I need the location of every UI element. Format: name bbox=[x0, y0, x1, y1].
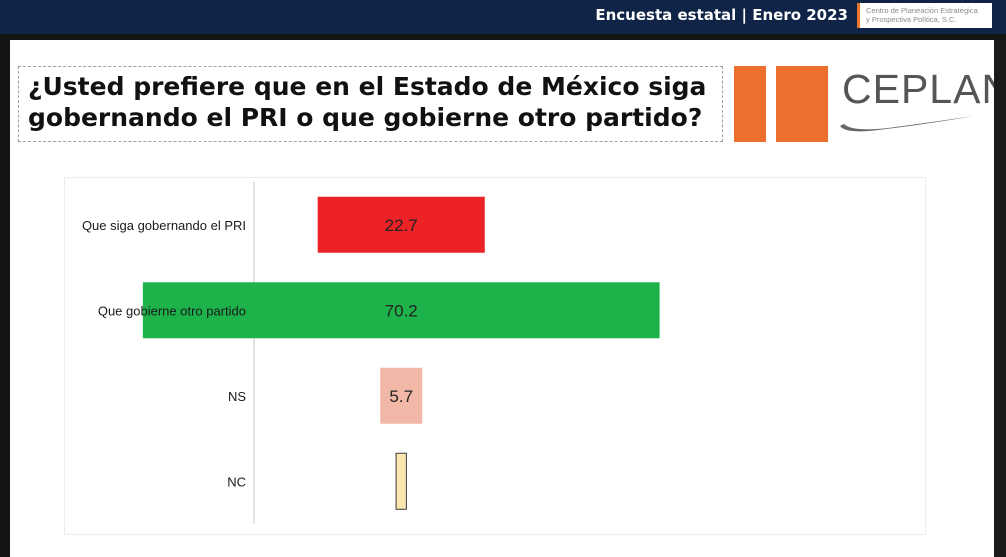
question-text: ¿Usted prefiere que en el Estado de Méxi… bbox=[28, 72, 707, 132]
category-label: Que gobierne otro partido bbox=[98, 303, 246, 318]
chart-panel: Que siga gobernando el PRI 22.7 Que gobier… bbox=[64, 177, 926, 535]
org-name-line2: y Prospectiva Política, S.C. bbox=[866, 15, 957, 24]
bar-2 bbox=[142, 282, 660, 339]
org-name-line1: Centro de Planeación Estratégica bbox=[866, 6, 978, 15]
bar-4 bbox=[395, 452, 407, 510]
bar-3 bbox=[380, 367, 423, 424]
survey-title: Encuesta estatal | Enero 2023 bbox=[595, 6, 848, 24]
logo-wordmark: CEPLAN bbox=[842, 66, 1006, 112]
category-label: NC bbox=[227, 474, 246, 489]
data-label: 5.7 bbox=[389, 387, 413, 406]
ceplan-logo: CEPLAN bbox=[734, 66, 1006, 146]
logo-swoosh-icon bbox=[840, 116, 974, 132]
top-banner: Encuesta estatal | Enero 2023 Centro de … bbox=[0, 0, 1006, 34]
organization-box: Centro de Planeación Estratégica y Prosp… bbox=[857, 3, 992, 28]
data-label: 70.2 bbox=[385, 301, 418, 320]
category-label: NS bbox=[228, 389, 246, 404]
category-label: Que siga gobernando el PRI bbox=[82, 218, 246, 233]
question-box: ¿Usted prefiere que en el Estado de Méxi… bbox=[18, 66, 723, 142]
data-label: 22.7 bbox=[385, 216, 418, 235]
bar-chart: Que siga gobernando el PRI 22.7 Que gobier… bbox=[82, 182, 660, 524]
bar-1 bbox=[317, 196, 485, 253]
right-edge bbox=[994, 40, 1006, 557]
slide: ¿Usted prefiere que en el Estado de Méxi… bbox=[10, 40, 1006, 557]
